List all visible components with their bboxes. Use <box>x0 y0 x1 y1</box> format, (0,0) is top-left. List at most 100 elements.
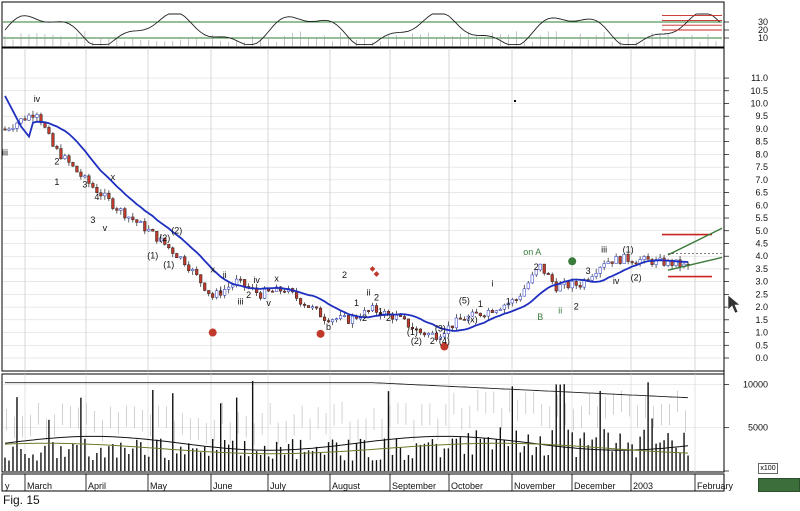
wave-label: b <box>326 322 331 332</box>
candle-body <box>594 273 598 277</box>
wave-label: (4) <box>439 336 450 346</box>
candle-body <box>514 299 518 301</box>
candle-body <box>47 127 51 134</box>
candle-body <box>634 262 638 265</box>
candle-body <box>127 216 131 219</box>
candle-body <box>542 263 546 274</box>
chart-canvas: y March April May June July August September Oct… <box>1 1 768 492</box>
month-label: y <box>5 481 10 491</box>
month-label: November <box>514 481 556 491</box>
wave-label: ii <box>223 270 227 280</box>
month-label: May <box>150 481 168 491</box>
candle-body <box>55 146 59 149</box>
osc-tick-label: 30 <box>758 17 768 27</box>
candle-body <box>482 315 486 318</box>
candle-body <box>558 284 562 292</box>
candle-body <box>143 221 147 232</box>
wave-label: (x) <box>467 314 478 324</box>
month-label: February <box>697 481 734 491</box>
candle-body <box>75 165 79 173</box>
month-label: August <box>332 481 361 491</box>
wave-label: (3) <box>435 323 446 333</box>
corner-button[interactable] <box>758 478 800 492</box>
price-tick-label: 6.5 <box>755 188 768 198</box>
wave-label: B <box>537 312 543 322</box>
wave-label: 2 <box>430 336 435 346</box>
wave-label: 2 <box>342 270 347 280</box>
candle-body <box>478 312 482 316</box>
price-tick-label: 10.5 <box>750 86 768 96</box>
wave-label: iv <box>253 275 260 285</box>
candle-body <box>307 305 311 308</box>
candle-body <box>430 332 434 335</box>
candle-body <box>179 256 183 259</box>
wave-label: iv <box>34 94 41 104</box>
candle-body <box>530 274 534 284</box>
candle-body <box>311 306 315 309</box>
wave-label: 2 <box>386 313 391 323</box>
candle-body <box>147 229 151 232</box>
price-tick-label: 5.0 <box>755 226 768 236</box>
month-label: March <box>27 481 52 491</box>
candle-body <box>366 310 371 312</box>
wave-label: iii <box>238 297 244 307</box>
candle-body <box>11 128 15 130</box>
candle-body <box>490 310 494 313</box>
candle-body <box>534 269 538 276</box>
candle-body <box>402 316 406 320</box>
wave-label: iii <box>2 148 8 158</box>
candle-body <box>470 311 474 317</box>
price-tick-label: 7.5 <box>755 162 768 172</box>
candle-body <box>626 254 630 262</box>
candle-body <box>406 318 410 328</box>
candle-body <box>518 295 522 301</box>
wave-label: 2 <box>54 157 59 167</box>
candle-body <box>526 282 530 290</box>
price-tick-label: 3.5 <box>755 264 768 274</box>
wave-circle-marker <box>208 328 217 337</box>
price-tick-label: 10.0 <box>750 99 768 109</box>
wave-label: (1) <box>147 251 158 261</box>
wave-label: (1) <box>163 260 174 270</box>
candle-body <box>79 171 83 177</box>
candle-body <box>135 219 139 223</box>
candle-body <box>538 263 542 271</box>
price-tick-label: 6.0 <box>755 200 768 210</box>
candle-body <box>674 259 678 266</box>
candle-body <box>131 216 135 220</box>
candle-body <box>606 261 610 264</box>
stray-dot <box>514 100 516 102</box>
candle-body <box>299 298 303 305</box>
wave-label: ii <box>558 305 562 315</box>
candle-body <box>7 128 11 131</box>
candle-body <box>622 254 626 264</box>
price-tick-label: 2.0 <box>755 302 768 312</box>
candle-body <box>458 317 462 320</box>
candle-body <box>59 148 63 160</box>
price-tick-label: 8.5 <box>755 137 768 147</box>
candle-body <box>51 133 55 147</box>
candle-body <box>642 256 646 260</box>
wave-label: x <box>274 274 279 284</box>
candle-body <box>546 273 550 275</box>
candle-body <box>27 114 31 121</box>
candle-body <box>123 208 127 219</box>
wave-label: 2 <box>534 262 539 272</box>
price-tick-label: 0.5 <box>755 340 768 350</box>
candle-body <box>195 269 199 275</box>
candle-body <box>426 332 430 336</box>
candle-body <box>223 289 227 296</box>
wave-label: 1 <box>54 177 59 187</box>
wave-label: x <box>111 172 116 182</box>
candle-body <box>67 155 71 163</box>
price-tick-label: 11.0 <box>751 73 768 83</box>
candle-body <box>554 281 558 292</box>
candle-body <box>338 315 343 319</box>
wave-circle-marker <box>568 257 577 266</box>
candle-body <box>43 122 47 128</box>
candle-body <box>187 264 191 272</box>
wave-label: 1 <box>506 297 511 307</box>
osc-tick-label: 20 <box>758 25 768 35</box>
price-tick-label: 0.0 <box>755 353 768 363</box>
candle-body <box>370 305 375 311</box>
